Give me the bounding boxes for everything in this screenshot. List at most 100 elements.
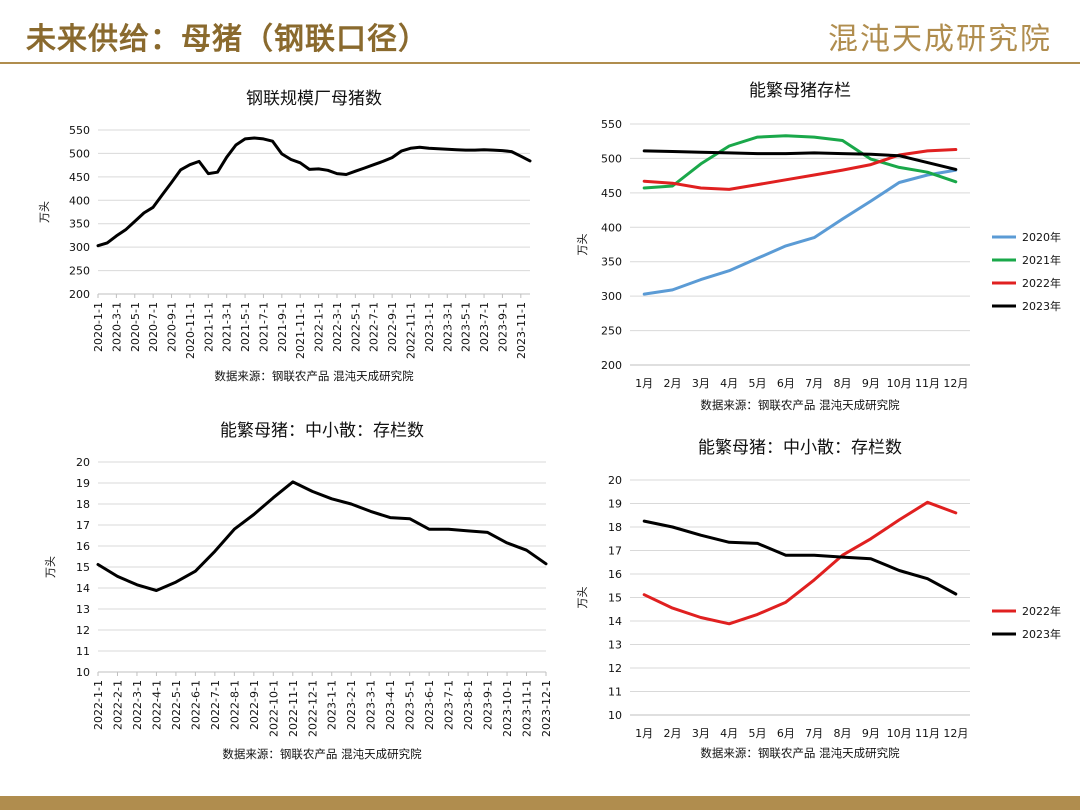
- x-tick-label: 2022-12-1: [306, 680, 319, 737]
- x-tick-label: 2022-9-1: [386, 302, 399, 352]
- x-tick-label: 2023-9-1: [482, 680, 495, 730]
- x-tick-label: 10月: [887, 727, 912, 740]
- x-tick-label: 6月: [777, 727, 795, 740]
- y-tick-label: 350: [69, 218, 90, 231]
- y-tick-label: 16: [608, 568, 622, 581]
- x-tick-label: 2023-7-1: [478, 302, 491, 352]
- x-tick-label: 12月: [943, 377, 968, 390]
- y-tick-label: 20: [608, 474, 622, 487]
- y-tick-label: 10: [76, 666, 90, 679]
- y-tick-label: 17: [608, 545, 622, 558]
- chart-breeding-sows-scale-farms: 钢联规模厂母猪数 200 250 300 350 400 450 500 550 万头 2020-1…: [20, 72, 550, 402]
- x-tick-label: 2023-2-1: [345, 680, 358, 730]
- y-tick-label: 550: [69, 124, 90, 137]
- y-tick-label: 12: [608, 662, 622, 675]
- x-tick-label: 2023-7-1: [443, 680, 456, 730]
- x-tick-label: 2月: [664, 377, 682, 390]
- x-tick-label: 3月: [692, 377, 710, 390]
- footer-bar: [0, 796, 1080, 810]
- y-tick-label: 14: [76, 582, 90, 595]
- x-tick-label: 11月: [915, 727, 940, 740]
- x-tick-label: 2022-11-1: [405, 302, 418, 359]
- x-tick-label: 10月: [887, 377, 912, 390]
- x-tick-label: 2023-6-1: [423, 680, 436, 730]
- y-tick-label: 13: [76, 603, 90, 616]
- series-line: [98, 138, 530, 246]
- page-title: 未来供给：母猪（钢联口径）: [26, 14, 429, 58]
- x-tick-label: 2月: [664, 727, 682, 740]
- y-tick-label: 15: [76, 561, 90, 574]
- y-tick-label: 300: [69, 241, 90, 254]
- y-tick-label: 300: [601, 290, 622, 303]
- x-tick-label: 2020-1-1: [92, 302, 105, 352]
- y-tick-label: 200: [69, 288, 90, 301]
- x-tick-label: 2022-2-1: [111, 680, 124, 730]
- x-tick-label: 2023-4-1: [384, 680, 397, 730]
- x-tick-label: 2023-1-1: [423, 302, 436, 352]
- y-tick-label: 18: [608, 521, 622, 534]
- y-tick-label: 17: [76, 519, 90, 532]
- x-tick-label: 2020-7-1: [147, 302, 160, 352]
- x-tick-label: 2020-5-1: [129, 302, 142, 352]
- x-tick-label: 2023-3-1: [365, 680, 378, 730]
- legend-label: 2021年: [1022, 253, 1061, 267]
- y-tick-label: 500: [601, 152, 622, 165]
- x-tick-label: 11月: [915, 377, 940, 390]
- legend-label: 2022年: [1022, 604, 1061, 618]
- y-tick-label: 14: [608, 615, 622, 628]
- x-tick-label: 2022-3-1: [331, 302, 344, 352]
- y-axis-label: 万头: [44, 556, 57, 578]
- x-tick-label: 2021-5-1: [239, 302, 252, 352]
- source-note: 数据来源：钢联农产品 混沌天成研究院: [214, 369, 414, 383]
- series-line: [98, 482, 546, 591]
- x-tick-label: 8月: [834, 377, 852, 390]
- chart-small-farm-sows-by-year: 能繁母猪：中小散：存栏数 10 11 12 13 14 15 16 17 18 19 20 万头 1月 2月…: [560, 425, 1070, 770]
- y-tick-label: 250: [69, 265, 90, 278]
- x-tick-label: 2021-11-1: [294, 302, 307, 359]
- x-tick-label: 3月: [692, 727, 710, 740]
- legend-label: 2020年: [1022, 230, 1061, 244]
- x-tick-label: 2021-3-1: [221, 302, 234, 352]
- x-tick-label: 6月: [777, 377, 795, 390]
- y-tick-label: 11: [76, 645, 90, 658]
- x-tick-label: 2022-7-1: [368, 302, 381, 352]
- y-tick-label: 19: [608, 498, 622, 511]
- x-tick-label: 2022-10-1: [267, 680, 280, 737]
- x-tick-label: 7月: [805, 377, 823, 390]
- x-tick-label: 2020-11-1: [184, 302, 197, 359]
- y-tick-label: 18: [76, 498, 90, 511]
- x-tick-label: 5月: [749, 377, 767, 390]
- y-tick-label: 13: [608, 639, 622, 652]
- y-tick-label: 400: [69, 194, 90, 207]
- x-tick-label: 2020-9-1: [166, 302, 179, 352]
- x-tick-label: 2022-9-1: [248, 680, 261, 730]
- x-tick-label: 2022-5-1: [349, 302, 362, 352]
- x-tick-label: 2023-5-1: [404, 680, 417, 730]
- series-line-2020年: [644, 170, 956, 294]
- y-axis-label: 万头: [38, 201, 51, 223]
- x-tick-label: 12月: [943, 727, 968, 740]
- chart-svg: 能繁母猪存栏 200 250 300 350 400 450 500 550 万头 1月 2月 3月 4月…: [560, 72, 1070, 417]
- x-tick-label: 2021-9-1: [276, 302, 289, 352]
- x-tick-label: 2023-11-1: [521, 680, 534, 737]
- x-tick-label: 1月: [635, 377, 653, 390]
- brand-logo: 混沌天成研究院: [828, 14, 1052, 58]
- chart-breeding-sows-by-year: 能繁母猪存栏 200 250 300 350 400 450 500 550 万头 1月 2月 3月 4月…: [560, 72, 1070, 417]
- y-tick-label: 450: [69, 171, 90, 184]
- y-tick-label: 200: [601, 359, 622, 372]
- series-line-2023年: [644, 521, 956, 594]
- x-tick-label: 5月: [749, 727, 767, 740]
- y-axis-label: 万头: [576, 587, 589, 609]
- legend-label: 2023年: [1022, 299, 1061, 313]
- x-tick-label: 2022-5-1: [170, 680, 183, 730]
- chart-title: 钢联规模厂母猪数: [246, 89, 382, 109]
- chart-title: 能繁母猪：中小散：存栏数: [698, 438, 902, 458]
- x-tick-label: 9月: [862, 377, 880, 390]
- x-tick-label: 2021-1-1: [202, 302, 215, 352]
- x-tick-label: 4月: [720, 377, 738, 390]
- x-tick-label: 7月: [805, 727, 823, 740]
- x-tick-label: 2022-6-1: [189, 680, 202, 730]
- chart-svg: 钢联规模厂母猪数 200 250 300 350 400 450 500 550 万头 2020-1…: [20, 72, 550, 402]
- y-tick-label: 550: [601, 118, 622, 131]
- y-tick-label: 20: [76, 456, 90, 469]
